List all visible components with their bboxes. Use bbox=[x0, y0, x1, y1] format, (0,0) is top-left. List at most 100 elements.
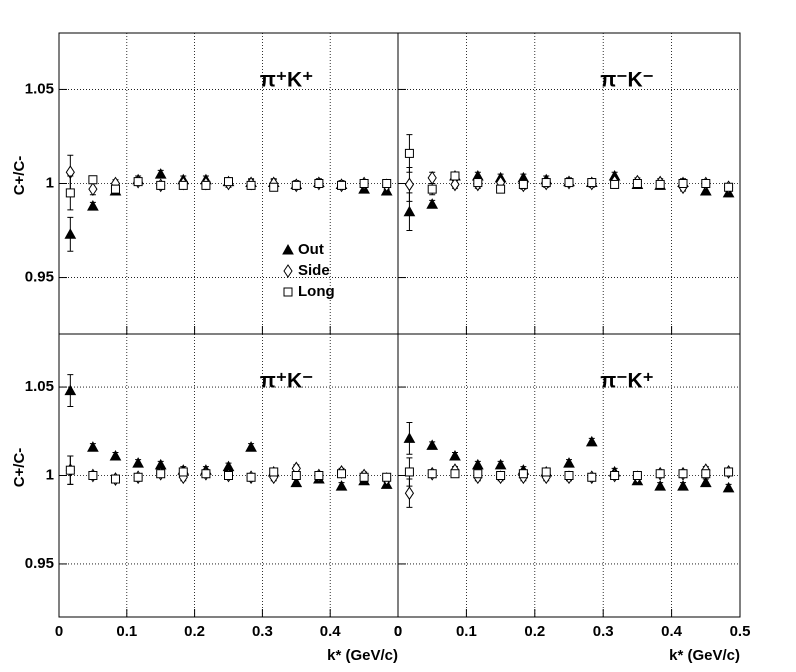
marker-long bbox=[564, 471, 574, 480]
marker-long bbox=[156, 469, 166, 479]
marker-long bbox=[382, 472, 392, 482]
marker-long bbox=[473, 178, 483, 188]
marker-long bbox=[201, 180, 211, 190]
marker-out bbox=[335, 480, 348, 491]
marker-long bbox=[88, 471, 98, 480]
marker-long bbox=[496, 471, 506, 480]
marker-long bbox=[564, 178, 574, 188]
marker-out bbox=[403, 205, 416, 217]
marker-long bbox=[246, 472, 256, 482]
marker-long bbox=[724, 467, 734, 477]
marker-out bbox=[87, 200, 99, 211]
legend-label: Out bbox=[298, 241, 324, 258]
marker-out bbox=[403, 432, 416, 443]
marker-out bbox=[585, 435, 598, 447]
marker-out bbox=[132, 457, 144, 468]
marker-long bbox=[133, 177, 143, 187]
marker-long bbox=[110, 474, 120, 484]
x-tick-label: 0 bbox=[55, 623, 63, 640]
marker-long bbox=[337, 180, 347, 190]
marker-out bbox=[677, 480, 689, 491]
marker-long bbox=[678, 469, 688, 479]
marker-out bbox=[494, 458, 507, 470]
legend-marker bbox=[282, 243, 294, 255]
y-axis-label: C+/C- bbox=[11, 448, 28, 488]
marker-out bbox=[154, 168, 167, 179]
marker-out bbox=[64, 384, 77, 396]
marker-out bbox=[245, 441, 257, 452]
marker-side bbox=[450, 177, 460, 192]
marker-out bbox=[471, 458, 484, 470]
marker-side bbox=[88, 182, 98, 197]
x-tick-label: 0.2 bbox=[524, 623, 545, 640]
marker-long bbox=[450, 469, 460, 479]
marker-long bbox=[610, 179, 620, 189]
marker-long bbox=[314, 471, 324, 480]
marker-long bbox=[473, 469, 483, 479]
marker-long bbox=[541, 467, 551, 477]
marker-out bbox=[699, 184, 712, 196]
marker-long bbox=[269, 467, 279, 477]
marker-long bbox=[427, 184, 437, 194]
marker-out bbox=[109, 450, 122, 461]
marker-long bbox=[518, 179, 528, 189]
legend-label: Long bbox=[298, 283, 335, 300]
marker-long bbox=[655, 179, 665, 189]
marker-long bbox=[587, 178, 597, 188]
marker-long bbox=[337, 469, 347, 479]
marker-long bbox=[496, 184, 506, 194]
marker-long bbox=[518, 469, 528, 479]
marker-long bbox=[450, 171, 460, 181]
marker-long bbox=[404, 148, 414, 158]
marker-long bbox=[701, 179, 711, 188]
marker-long bbox=[224, 471, 233, 480]
x-tick-label: 0.4 bbox=[320, 623, 342, 640]
marker-long bbox=[382, 179, 392, 188]
x-tick-label: 0.2 bbox=[184, 623, 205, 640]
marker-out bbox=[699, 476, 712, 488]
marker-out bbox=[722, 481, 735, 493]
marker-out bbox=[64, 228, 77, 239]
y-axis-label: C+/C- bbox=[11, 156, 28, 196]
marker-side bbox=[404, 486, 415, 501]
marker-long bbox=[246, 180, 256, 190]
marker-long bbox=[65, 188, 75, 198]
legend-marker bbox=[283, 287, 293, 297]
marker-out bbox=[426, 198, 439, 209]
marker-long bbox=[178, 180, 188, 190]
marker-out bbox=[426, 439, 439, 450]
x-tick-label: 0 bbox=[394, 623, 402, 640]
marker-long bbox=[224, 177, 233, 187]
marker-long bbox=[632, 471, 642, 480]
legend-label: Side bbox=[298, 262, 330, 279]
x-tick-label: 0.1 bbox=[456, 623, 477, 640]
marker-out bbox=[87, 441, 99, 452]
x-tick-label: 0.1 bbox=[116, 623, 137, 640]
marker-long bbox=[291, 471, 301, 480]
marker-long bbox=[427, 469, 437, 479]
panel-title: π⁻K⁻ bbox=[600, 69, 653, 92]
y-tick-label: 1 bbox=[46, 466, 54, 483]
marker-out bbox=[563, 457, 575, 468]
panel-title: π⁺K⁺ bbox=[260, 69, 313, 92]
marker-long bbox=[610, 471, 620, 480]
x-tick-label: 0 bbox=[394, 623, 402, 640]
marker-long bbox=[291, 180, 301, 190]
y-tick-label: 1.05 bbox=[25, 80, 54, 97]
marker-long bbox=[655, 469, 665, 479]
marker-long bbox=[724, 182, 734, 192]
marker-side bbox=[404, 177, 415, 192]
marker-long bbox=[65, 465, 75, 475]
marker-long bbox=[359, 179, 369, 188]
y-tick-label: 0.95 bbox=[25, 555, 54, 572]
marker-long bbox=[314, 179, 324, 188]
marker-long bbox=[88, 175, 98, 185]
y-tick-label: 1.05 bbox=[25, 378, 54, 395]
marker-long bbox=[201, 469, 211, 479]
marker-long bbox=[110, 184, 120, 194]
marker-out bbox=[654, 480, 667, 491]
marker-long bbox=[178, 467, 188, 477]
marker-long bbox=[587, 472, 597, 482]
y-tick-label: 1 bbox=[46, 174, 54, 191]
x-axis-label: k* (GeV/c) bbox=[327, 647, 398, 664]
